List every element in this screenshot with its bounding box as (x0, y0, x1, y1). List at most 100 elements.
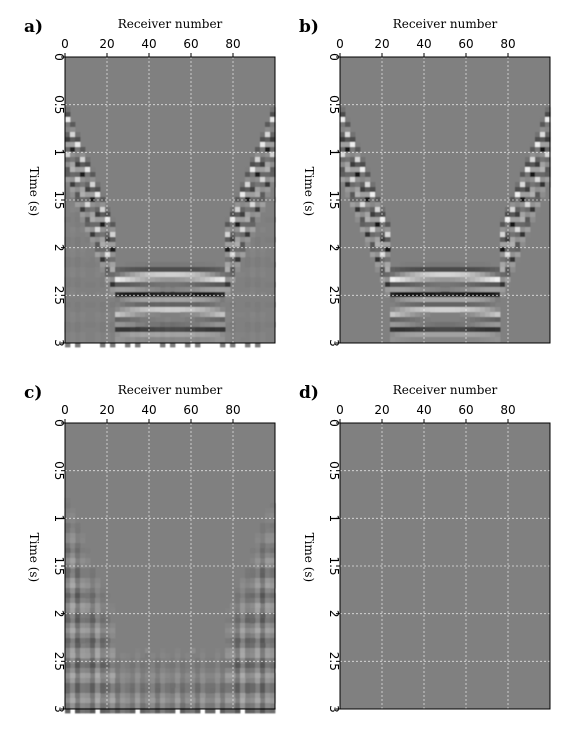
heatmap-cell (190, 287, 196, 293)
heatmap-cell (525, 192, 531, 198)
heatmap-cell (160, 653, 166, 659)
heatmap-cell (455, 262, 461, 268)
heatmap-cell (200, 262, 206, 268)
heatmap-cell (180, 332, 186, 338)
heatmap-cell (225, 668, 231, 674)
heatmap-cell (235, 613, 241, 619)
heatmap-cell (170, 663, 176, 669)
heatmap-cell (185, 277, 191, 283)
heatmap-cell (90, 638, 96, 644)
heatmap-cell (500, 282, 506, 288)
heatmap-cell (175, 292, 181, 298)
heatmap-cell (390, 307, 396, 313)
heatmap-cell (120, 678, 126, 684)
heatmap-cell (385, 282, 391, 288)
heatmap-cell (170, 688, 176, 694)
heatmap-cell (430, 332, 436, 338)
heatmap-cell (475, 262, 481, 268)
heatmap-cell (110, 227, 116, 233)
heatmap-cell (505, 262, 511, 268)
heatmap-cell (405, 292, 411, 298)
heatmap-cell (95, 608, 101, 614)
heatmap-cell (110, 242, 116, 248)
heatmap-cell (410, 302, 416, 308)
heatmap-cell (105, 272, 111, 278)
heatmap-cell (385, 272, 391, 278)
heatmap-cell (95, 202, 101, 208)
heatmap-cell (130, 272, 136, 278)
heatmap-cell (485, 292, 491, 298)
heatmap-cell (270, 593, 276, 599)
heatmap-cell (500, 237, 506, 243)
heatmap-cell (135, 337, 141, 343)
heatmap-cell (80, 598, 86, 604)
heatmap-cell (70, 518, 76, 524)
heatmap-cell (255, 192, 261, 198)
heatmap-cell (420, 262, 426, 268)
heatmap-cell (140, 267, 146, 273)
heatmap-cell (270, 237, 276, 243)
heatmap-cell (100, 703, 106, 709)
heatmap-cell (155, 708, 161, 714)
heatmap-cell (105, 312, 111, 318)
heatmap-cell (100, 618, 106, 624)
heatmap-cell (90, 593, 96, 599)
heatmap-cell (70, 673, 76, 679)
heatmap-cell (345, 122, 351, 128)
heatmap-cell (225, 648, 231, 654)
heatmap-cell (150, 292, 156, 298)
heatmap-cell (430, 267, 436, 273)
heatmap-cell (135, 658, 141, 664)
heatmap-cell (375, 257, 381, 263)
heatmap-cell (215, 648, 221, 654)
heatmap-cell (205, 688, 211, 694)
heatmap-cell (270, 152, 276, 158)
heatmap-cell (200, 297, 206, 303)
heatmap-cell (120, 317, 126, 323)
heatmap-cell (345, 142, 351, 148)
heatmap-cell (260, 247, 266, 253)
heatmap-cell (250, 703, 256, 709)
heatmap-cell (400, 312, 406, 318)
heatmap-cell (70, 187, 76, 193)
heatmap-cell (80, 202, 86, 208)
heatmap-cell (75, 182, 81, 188)
x-axis: 0 20 40 60 80 (61, 403, 241, 709)
heatmap-cell (65, 242, 71, 248)
heatmap-cell (85, 678, 91, 684)
heatmap-cell (160, 332, 166, 338)
heatmap-cell (185, 292, 191, 298)
heatmap-cell (480, 317, 486, 323)
heatmap-cell (115, 322, 121, 328)
heatmap-cell (375, 262, 381, 268)
heatmap-cell (260, 683, 266, 689)
heatmap-cell (525, 207, 531, 213)
heatmap-cell (350, 152, 356, 158)
heatmap-cell (110, 277, 116, 283)
heatmap-cell (165, 302, 171, 308)
heatmap-cell (95, 688, 101, 694)
heatmap-cell (210, 317, 216, 323)
heatmap-cell (65, 688, 71, 694)
heatmap-cell (125, 693, 131, 699)
heatmap-cell (100, 307, 106, 313)
heatmap-cell (270, 112, 276, 118)
heatmap-cell (485, 282, 491, 288)
heatmap-cell (245, 648, 251, 654)
heatmap-cell (135, 297, 141, 303)
heatmap-cell (235, 588, 241, 594)
heatmap-cell (435, 337, 441, 343)
heatmap-cell (110, 252, 116, 258)
heatmap-cell (90, 192, 96, 198)
heatmap-cell (105, 337, 111, 343)
y-tick-label: 2.5 (52, 286, 66, 305)
x-tick-label: 20 (374, 403, 389, 417)
heatmap-cell (215, 673, 221, 679)
heatmap-cell (195, 332, 201, 338)
heatmap-cell (205, 663, 211, 669)
heatmap-cell (255, 342, 261, 348)
heatmap-cell (180, 668, 186, 674)
heatmap-cell (260, 292, 266, 298)
heatmap-cell (100, 282, 106, 288)
heatmap-cell (475, 282, 481, 288)
